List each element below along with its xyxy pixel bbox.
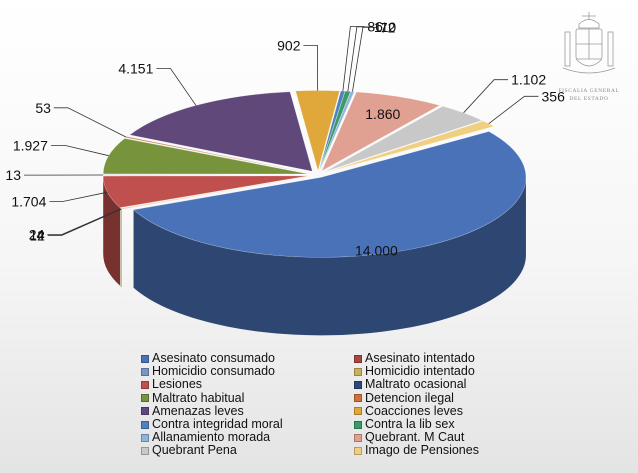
legend-swatch [141,394,149,403]
slice-0 [132,131,527,258]
legend-item: Quebrant. M Caut [354,431,501,444]
legend-item: Asesinato consumado [141,351,354,365]
data-label-7: 53 [35,100,51,116]
legend-label: Allanamiento morada [152,430,271,445]
fiscalia-logo: FISCALIA GENERAL DEL ESTADO [558,12,619,102]
data-label-4: 1.704 [11,193,46,209]
leader-line-6 [50,144,109,157]
legend-item: Asesinato intentado [354,351,501,365]
legend-swatch [141,420,149,429]
legend-item: Coacciones leves [354,403,501,418]
legend-label: Maltrato ocasional [365,377,467,392]
legend-swatch [354,367,362,376]
chart-legend: Asesinato consumado Asesinato intentado Ho… [141,351,501,458]
leader-line-8 [156,68,197,106]
legend-item: Maltrato habitual [141,390,354,405]
legend-label: Contra integridad moral [152,417,283,432]
legend-label: Homicidio consumado [152,364,275,379]
legend-item: Imago de Pensiones [354,444,501,457]
legend-label: Imago de Pensiones [365,443,479,458]
legend-label: Maltrato habitual [152,390,245,405]
data-label-12: 72 [380,19,396,35]
legend-swatch [141,447,149,456]
leader-line-2 [47,208,122,236]
data-label-15: 356 [542,88,566,104]
logo-line1: FISCALIA GENERAL [558,88,619,94]
logo-line2: DEL ESTADO [569,96,608,102]
legend-item: Amenazas leves [141,403,354,418]
slice-13 [321,91,441,172]
legend-label: Asesinato intentado [365,351,475,365]
legend-item: Quebrant Pena [141,444,354,457]
leader-line-3 [47,208,122,236]
slice-7 [124,136,310,174]
data-label-9: 902 [277,38,301,54]
legend-item: Allanamiento morada [141,431,354,444]
data-label-13: 1.860 [365,106,400,122]
legend-swatch [354,433,362,442]
leader-line-11 [347,26,371,92]
data-label-5: 13 [5,167,21,183]
legend-label: Contra la lib sex [365,417,455,432]
legend-item: Detencion ilegal [354,390,501,405]
legend-swatch [354,420,362,429]
slice-9 [295,90,340,172]
legend-label: Amenazas leves [152,403,244,418]
legend-item: Homicidio intentado [354,365,501,378]
slice-14 [324,105,483,172]
legend-label: Asesinato consumado [152,351,275,365]
data-label-11: 110 [374,19,397,35]
legend-swatch [141,381,149,389]
data-label-10: 86 [367,19,383,35]
legend-label: Coacciones leves [365,403,463,418]
leader-line-12 [352,26,377,92]
slice-side-0 [133,177,526,336]
legend-swatch [141,354,149,363]
legend-item: Lesiones [141,378,354,391]
legend-item: Contra integridad moral [141,417,354,432]
legend-swatch [141,407,149,416]
legend-swatch [354,407,362,416]
data-label-6: 1.927 [13,137,48,153]
leader-line-7 [53,107,127,138]
legend-label: Quebrant Pena [152,443,237,458]
slice-side-4 [103,176,121,286]
legend-swatch [141,433,149,442]
legend-swatch [354,381,362,389]
data-label-0: 14.000 [355,243,398,259]
slice-8 [129,91,313,172]
legend-swatch [141,367,149,376]
leader-line-4 [49,191,108,202]
legend-item: Homicidio consumado [141,365,354,378]
legend-label: Lesiones [152,377,203,392]
legend-item: Contra la lib sex [354,417,501,432]
leader-line-15 [488,95,539,124]
legend-label: Quebrant. M Caut [365,430,465,445]
slice-15 [325,120,495,173]
data-label-14: 1.102 [511,72,546,88]
legend-swatch [354,354,362,363]
leader-line-14 [463,79,509,114]
legend-label: Homicidio intentado [365,364,475,379]
legend-swatch [354,394,362,403]
legend-label: Detencion ilegal [365,390,454,405]
data-label-1: 12 [29,227,45,243]
data-label-3: 24 [29,227,45,243]
legend-item: Maltrato ocasional [354,378,501,391]
leader-line-9 [303,45,319,91]
slice-4 [102,175,309,208]
data-label-8: 4.151 [118,60,153,76]
data-label-2: 4 [37,227,45,243]
legend-swatch [354,447,362,456]
